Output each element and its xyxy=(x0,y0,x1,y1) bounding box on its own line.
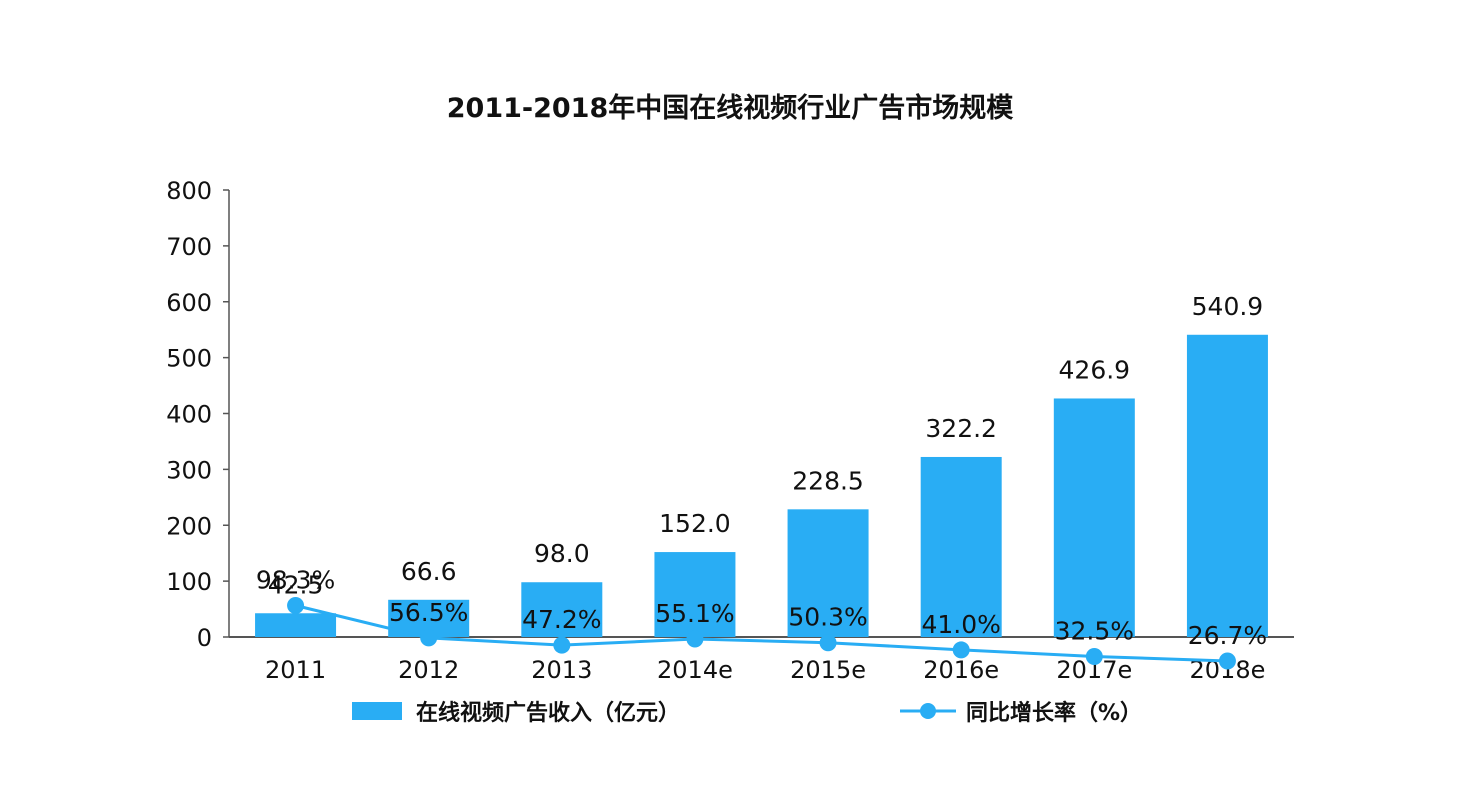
bar xyxy=(1186,334,1268,637)
growth-point xyxy=(686,630,704,648)
bar-value-label: 98.0 xyxy=(534,539,590,568)
bar-value-label: 66.6 xyxy=(401,557,457,586)
y-tick-label: 400 xyxy=(166,401,212,429)
bar xyxy=(654,552,736,637)
growth-value-label: 26.7% xyxy=(1188,621,1267,650)
x-tick-label: 2011 xyxy=(265,656,326,684)
growth-value-label: 98.3% xyxy=(256,566,335,595)
chart-title: 2011-2018年中国在线视频行业广告市场规模 xyxy=(446,93,1014,124)
y-tick-label: 800 xyxy=(166,177,212,205)
bar-value-label: 426.9 xyxy=(1059,355,1131,384)
growth-value-label: 32.5% xyxy=(1055,617,1134,646)
growth-value-label: 56.5% xyxy=(389,598,468,627)
legend-item-revenue: 在线视频广告收入（亿元） xyxy=(352,694,680,728)
growth-point xyxy=(1085,648,1103,666)
legend-bar-swatch xyxy=(352,702,402,720)
y-tick-label: 500 xyxy=(166,345,212,373)
y-tick-label: 200 xyxy=(166,512,212,540)
y-tick-label: 0 xyxy=(197,624,212,652)
bar-value-label: 540.9 xyxy=(1192,292,1264,321)
growth-value-label: 41.0% xyxy=(921,610,1000,639)
bar xyxy=(787,509,869,637)
bar-value-label: 228.5 xyxy=(792,466,864,495)
growth-point xyxy=(819,634,837,652)
x-tick-label: 2016e xyxy=(923,656,999,684)
bar-value-label: 152.0 xyxy=(659,509,731,538)
y-tick-label: 300 xyxy=(166,456,212,484)
bar-value-label: 322.2 xyxy=(925,414,997,443)
growth-point xyxy=(287,597,305,615)
legend-item-growth: 同比增长率（%） xyxy=(900,694,1142,728)
x-tick-label: 2014e xyxy=(657,656,733,684)
legend-label-revenue: 在线视频广告收入（亿元） xyxy=(416,701,681,726)
x-tick-label: 2013 xyxy=(531,656,592,684)
legend-label-growth: 同比增长率（%） xyxy=(966,701,1143,726)
bar xyxy=(521,582,603,637)
y-tick-label: 600 xyxy=(166,289,212,317)
bar xyxy=(255,613,337,637)
growth-value-label: 55.1% xyxy=(655,599,734,628)
growth-point xyxy=(1218,652,1236,670)
bar-value-label: 42.5 xyxy=(268,570,324,599)
growth-value-label: 50.3% xyxy=(788,603,867,632)
x-tick-label: 2015e xyxy=(790,656,866,684)
growth-point xyxy=(420,629,438,647)
chart-legend: 在线视频广告收入（亿元） 同比增长率（%） xyxy=(0,694,1460,728)
y-tick-label: 700 xyxy=(166,233,212,261)
legend-line-swatch xyxy=(900,703,956,719)
growth-value-label: 47.2% xyxy=(522,605,601,634)
x-tick-label: 2012 xyxy=(398,656,459,684)
bar xyxy=(920,456,1002,637)
growth-point xyxy=(952,641,970,659)
bar xyxy=(1053,398,1135,637)
growth-line xyxy=(295,604,1228,663)
growth-point xyxy=(553,636,571,654)
y-tick-label: 100 xyxy=(166,568,212,596)
